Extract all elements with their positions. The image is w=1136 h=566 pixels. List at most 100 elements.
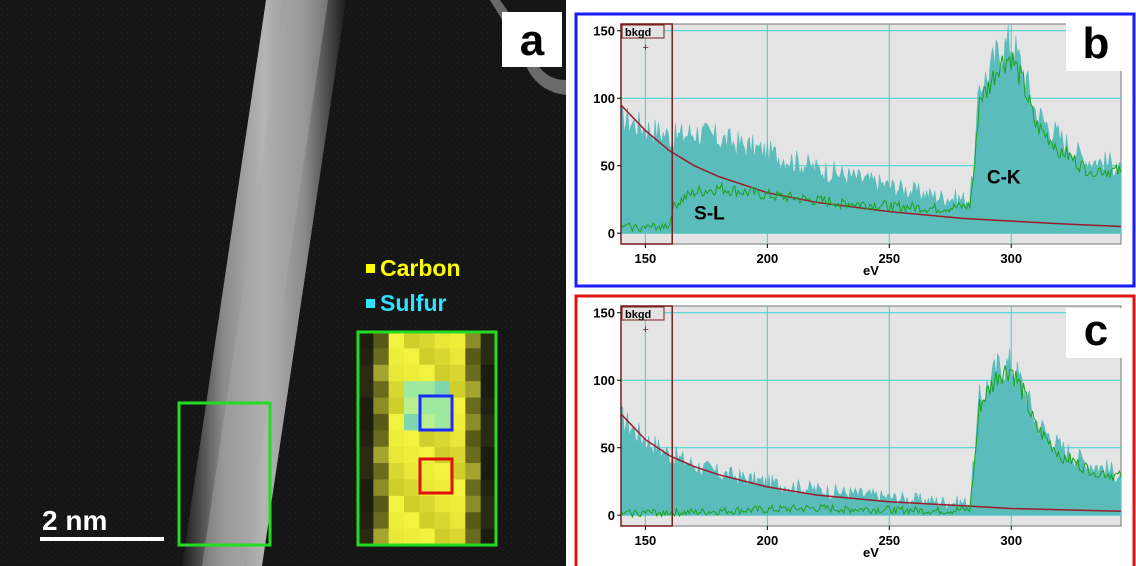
map-pixel	[450, 479, 466, 497]
map-pixel	[404, 348, 420, 366]
y-tick-label: 100	[593, 91, 615, 106]
map-pixel	[373, 332, 390, 349]
sulfur-legend-label: Sulfur	[380, 290, 446, 316]
map-pixel	[404, 446, 420, 464]
y-tick-label: 150	[593, 24, 615, 39]
map-pixel	[419, 397, 436, 415]
map-pixel	[465, 364, 482, 382]
x-tick-label: 250	[878, 533, 900, 548]
map-pixel	[388, 348, 405, 366]
map-pixel	[358, 446, 374, 464]
map-pixel	[419, 463, 436, 480]
y-tick-label: 0	[608, 508, 615, 523]
map-pixel	[419, 364, 436, 382]
scale-bar-label: 2 nm	[42, 505, 107, 536]
bkgd-label-box	[621, 24, 665, 39]
map-pixel	[358, 413, 374, 431]
map-pixel	[465, 463, 482, 480]
map-pixel	[480, 528, 497, 546]
map-pixel	[419, 332, 436, 349]
map-pixel	[358, 364, 374, 382]
carbon-legend-swatch	[366, 264, 375, 273]
map-pixel	[465, 381, 482, 399]
blue-marker-box	[418, 394, 454, 432]
map-pixel	[419, 381, 436, 399]
map-pixel	[388, 397, 405, 415]
carbon-legend-label: Carbon	[380, 255, 461, 281]
map-pixel	[404, 332, 420, 349]
map-pixel	[404, 528, 420, 546]
panel-a-letter-box	[502, 12, 562, 67]
scale-bar	[40, 537, 164, 541]
map-pixel	[450, 528, 466, 546]
red-marker-box	[418, 457, 454, 495]
map-pixel	[450, 332, 466, 349]
x-tick-label: 250	[878, 251, 900, 266]
map-pixel	[404, 413, 420, 431]
map-pixel	[388, 413, 405, 431]
x-tick-label: 300	[1000, 251, 1022, 266]
map-pixel	[450, 413, 466, 431]
map-pixel	[404, 430, 420, 448]
map-pixel	[465, 512, 482, 530]
x-axis-label: eV	[863, 545, 879, 560]
map-pixel	[450, 446, 466, 464]
map-pixel	[434, 430, 451, 448]
map-pixel	[434, 397, 451, 415]
map-pixel	[465, 397, 482, 415]
map-pixel	[450, 348, 466, 366]
map-pixel	[404, 364, 420, 382]
map-pixel	[419, 348, 436, 366]
map-pixel	[358, 348, 374, 366]
map-pixel	[450, 430, 466, 448]
x-tick-label: 200	[756, 251, 778, 266]
map-pixel	[480, 364, 497, 382]
y-tick-label: 50	[601, 159, 615, 174]
x-tick-label: 150	[635, 533, 657, 548]
map-pixel	[434, 528, 451, 546]
map-pixel	[388, 446, 405, 464]
annotation-c-k: C-K	[987, 167, 1021, 188]
nanorod-core	[202, 0, 328, 566]
map-pixel	[419, 528, 436, 546]
map-pixel	[480, 512, 497, 530]
map-pixel	[358, 479, 374, 497]
map-pixel	[388, 381, 405, 399]
map-pixel	[465, 446, 482, 464]
map-pixel	[434, 381, 451, 399]
map-pixel	[373, 430, 390, 448]
map-pixel	[465, 348, 482, 366]
map-pixel	[388, 463, 405, 480]
spectrum-area	[620, 347, 1122, 516]
y-tick-label: 100	[593, 373, 615, 388]
map-pixel	[373, 364, 390, 382]
nanorod	[182, 0, 346, 566]
map-pixel	[434, 446, 451, 464]
panel-c-letter: c	[1084, 306, 1108, 355]
map-pixel	[404, 512, 420, 530]
map-pixel	[404, 495, 420, 513]
panel-c: bkgd +150 200 250 300 0 50 100 150 eV	[574, 294, 1136, 566]
map-pixel	[434, 495, 451, 513]
map-pixel	[450, 381, 466, 399]
map-pixel	[480, 430, 497, 448]
map-pixel	[480, 479, 497, 497]
bkgd-marker: +	[642, 42, 648, 54]
map-pixel	[373, 446, 390, 464]
x-tick-label: 200	[756, 533, 778, 548]
map-pixel	[465, 495, 482, 513]
bkgd-marker: +	[642, 324, 648, 336]
map-pixel	[434, 512, 451, 530]
map-pixel	[465, 528, 482, 546]
map-pixel	[480, 463, 497, 480]
map-pixel	[450, 397, 466, 415]
map-pixel	[373, 512, 390, 530]
map-pixel	[434, 348, 451, 366]
map-pixel	[358, 397, 374, 415]
sulfur-legend-swatch	[366, 299, 375, 308]
panel-c-letter-box	[1066, 308, 1126, 358]
map-pixel	[358, 528, 374, 546]
map-pixel	[358, 430, 374, 448]
bkgd-label: bkgd	[625, 27, 651, 39]
map-pixel	[480, 332, 497, 349]
